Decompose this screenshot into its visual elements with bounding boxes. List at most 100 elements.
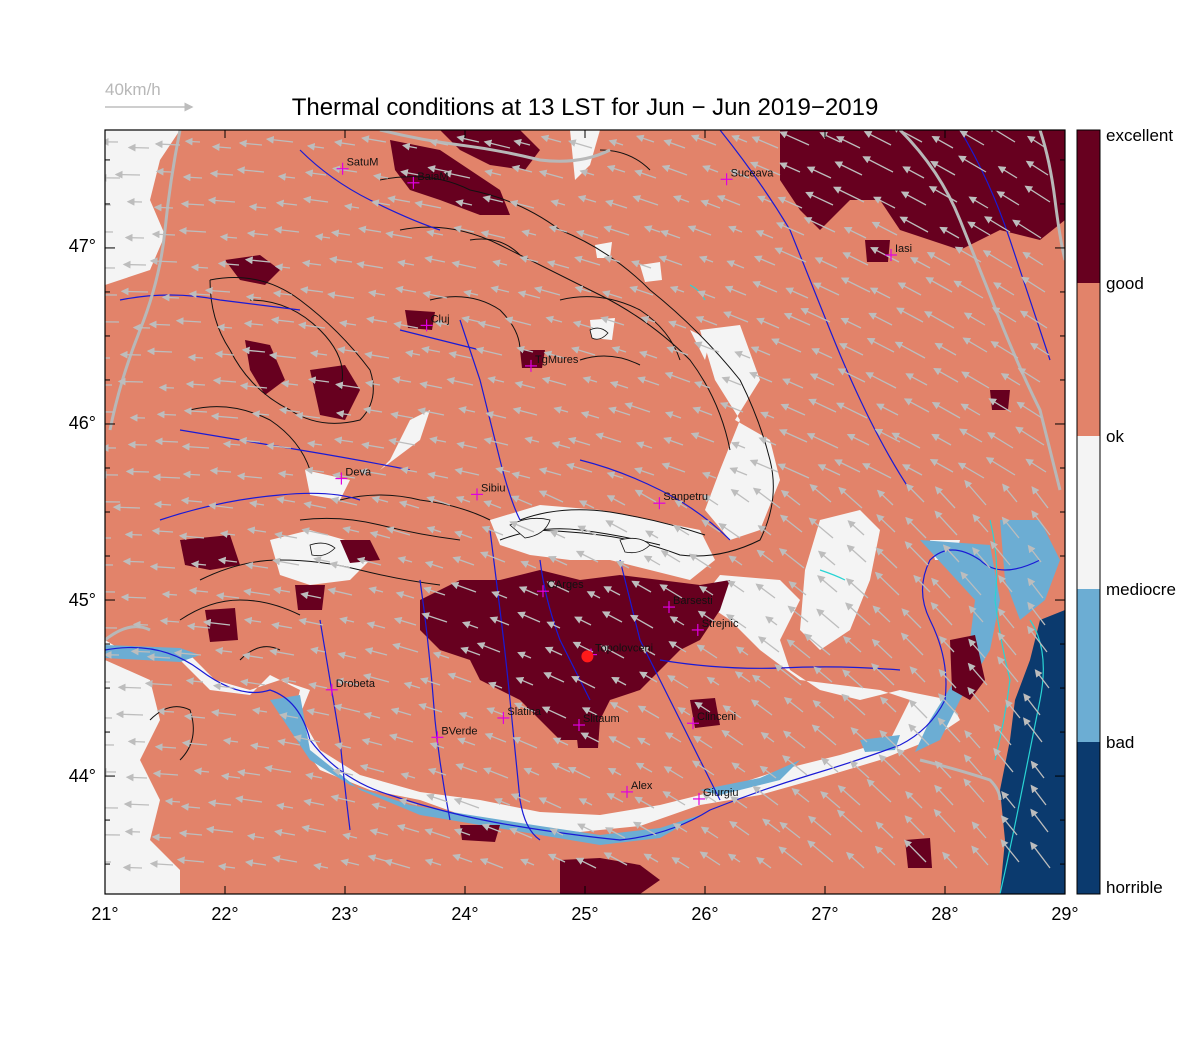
wind-arrow [937, 693, 959, 716]
wind-arrow [731, 134, 748, 143]
wind-arrow [185, 380, 206, 389]
wind-arrow [541, 706, 567, 719]
wind-arrow [403, 681, 421, 690]
wind-arrow [993, 723, 1012, 746]
wind-arrow [842, 252, 869, 266]
wind-arrow [871, 663, 895, 686]
wind-arrow [615, 560, 630, 569]
wind-arrow [245, 293, 262, 302]
wind-arrow [727, 225, 743, 233]
wind-arrow [832, 186, 865, 203]
wind-arrow [178, 829, 203, 838]
wind-arrow [604, 827, 626, 839]
wind-arrow [762, 818, 781, 833]
wind-arrow [997, 166, 1018, 179]
wind-arrow [953, 280, 984, 299]
wind-arrow [996, 191, 1020, 206]
city-label: Barsesti [673, 595, 713, 607]
wind-arrow [480, 230, 506, 239]
wind-arrow [1000, 815, 1018, 836]
wind-arrow [987, 432, 1014, 449]
wind-arrow [964, 479, 987, 506]
wind-arrow [841, 693, 866, 716]
wind-arrow [698, 585, 714, 596]
wind-arrow [807, 840, 834, 863]
wind-arrow [243, 616, 262, 625]
wind-arrow [303, 798, 325, 807]
wind-arrow [443, 170, 471, 179]
wind-arrow [517, 651, 532, 659]
wind-arrow [837, 368, 866, 383]
wind-arrow [693, 341, 720, 353]
wind-arrow [244, 859, 267, 867]
wind-arrow [511, 164, 533, 173]
colorbar-good [1077, 283, 1100, 436]
wind-arrow [575, 550, 599, 563]
wind-arrow [209, 169, 234, 178]
wind-arrow [567, 767, 591, 779]
wind-arrow [834, 459, 861, 473]
wind-arrow [601, 290, 623, 299]
wind-arrow [637, 737, 651, 746]
wind-arrow [217, 862, 236, 871]
wind-arrow [904, 541, 929, 566]
wind-arrow [393, 616, 417, 626]
wind-arrow [313, 556, 331, 564]
wind-arrow [879, 730, 899, 749]
wind-arrow [931, 433, 952, 446]
wind-arrow [333, 139, 356, 147]
wind-arrow [549, 530, 566, 539]
wind-arrow [152, 473, 181, 482]
wind-arrow [631, 580, 652, 593]
wind-arrow [148, 320, 171, 329]
wind-arrow [849, 760, 870, 779]
wind-arrow [674, 500, 688, 509]
wind-arrow [963, 754, 983, 776]
wind-arrow [874, 845, 896, 866]
wind-arrow [900, 632, 924, 656]
colorbar-bad [1077, 742, 1100, 894]
wind-arrow [972, 513, 989, 533]
wind-arrow [395, 285, 417, 294]
wind-arrow [575, 857, 597, 869]
wind-arrow [372, 172, 389, 181]
lon-label-27: 27° [811, 904, 839, 924]
wind-arrow [697, 610, 716, 623]
wind-arrow [891, 432, 921, 449]
wind-arrow [217, 260, 240, 268]
wind-arrow [840, 317, 862, 329]
wind-arrow [161, 590, 178, 599]
wind-arrow [671, 857, 690, 869]
wind-arrow [202, 618, 231, 627]
wind-arrow [698, 255, 714, 264]
wind-arrow [756, 317, 780, 329]
wind-arrow [997, 608, 1015, 629]
wind-arrow [235, 795, 263, 804]
wind-arrow [272, 855, 298, 863]
wind-arrow [540, 134, 562, 143]
wind-arrow [575, 229, 599, 239]
wind-arrow [1000, 839, 1020, 863]
wind-arrow [327, 587, 353, 596]
wind-arrow [236, 166, 265, 175]
wind-arrow [151, 230, 176, 239]
wind-arrow [574, 285, 592, 294]
wind-arrow [716, 195, 741, 206]
wind-arrow [605, 520, 628, 533]
wind-arrow [456, 134, 480, 143]
wind-arrow [726, 260, 745, 269]
wind-arrow [968, 196, 989, 209]
wind-arrow [362, 673, 390, 683]
wind-arrow [215, 592, 240, 600]
wind-arrow [491, 590, 508, 599]
wind-arrow [692, 406, 713, 416]
lon-label-26: 26° [691, 904, 719, 924]
wind-arrow [987, 130, 1016, 143]
wind-arrow [673, 525, 690, 536]
wind-arrow [690, 134, 717, 146]
wind-arrow [251, 410, 270, 418]
lon-label-21: 21° [91, 904, 119, 924]
wind-arrow [397, 259, 415, 268]
wind-arrow [306, 142, 325, 151]
